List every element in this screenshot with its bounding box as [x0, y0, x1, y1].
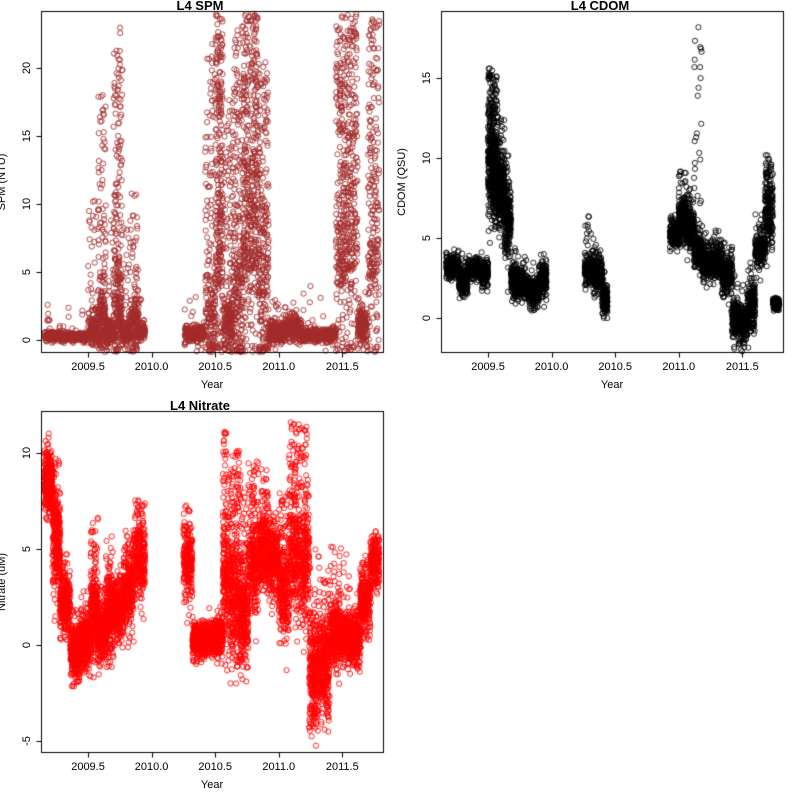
- panel-nitrate: L4 Nitrate Nitrate (uM) Year 2009.52010.…: [0, 398, 400, 800]
- y-tick-label: 5: [421, 235, 433, 242]
- x-tick-label: 2010.5: [198, 361, 232, 373]
- x-tick-label: 2011.5: [725, 361, 759, 373]
- x-tick-label: 2009.5: [71, 361, 105, 373]
- panel-spm-y-axis-title: SPM (NTU): [0, 153, 8, 210]
- y-tick-label: 0: [21, 336, 33, 343]
- x-tick-label: 2011.0: [262, 361, 296, 373]
- y-tick-label: 15: [421, 72, 433, 85]
- x-tick-label: 2010.5: [598, 361, 632, 373]
- panel-cdom-plot-area: [400, 0, 800, 400]
- panel-spm-x-axis-title: Year: [200, 379, 224, 391]
- x-tick-label: 2010.0: [134, 361, 169, 373]
- x-tick-label: 2011.0: [662, 361, 696, 373]
- x-tick-label: 2010.5: [198, 761, 232, 773]
- panel-nitrate-y-axis-title: Nitrate (uM): [0, 552, 8, 611]
- panel-cdom: L4 CDOM CDOM (QSU) Year 2009.52010.02010…: [396, 0, 800, 400]
- x-tick-label: 2009.5: [71, 761, 105, 773]
- y-tick-label: 10: [21, 197, 33, 211]
- y-tick-label: 10: [421, 152, 433, 165]
- panel-cdom-x-axis-title: Year: [600, 379, 624, 391]
- x-tick-label: 2011.0: [262, 761, 296, 773]
- y-tick-label: 0: [421, 315, 433, 322]
- panel-cdom-y-axis-title: CDOM (QSU): [396, 147, 408, 216]
- x-tick-label: 2009.5: [471, 361, 505, 373]
- y-tick-label: 10: [21, 447, 33, 460]
- x-tick-label: 2010.0: [134, 761, 169, 773]
- x-tick-label: 2011.5: [325, 361, 359, 373]
- y-tick-label: 5: [21, 268, 33, 275]
- panel-nitrate-x-axis-title: Year: [200, 779, 224, 791]
- panel-spm: L4 SPM SPM (NTU) Year 2009.52010.02010.5…: [0, 0, 400, 400]
- x-tick-label: 2011.5: [325, 761, 359, 773]
- y-tick-label: 0: [21, 641, 33, 648]
- panel-nitrate-plot-area: [0, 398, 400, 800]
- y-tick-label: 20: [21, 61, 33, 75]
- y-tick-label: -5: [21, 735, 33, 746]
- x-tick-label: 2010.0: [534, 361, 569, 373]
- y-tick-label: 15: [21, 129, 33, 143]
- y-tick-label: 5: [21, 545, 33, 552]
- panel-spm-plot-area: [0, 0, 400, 400]
